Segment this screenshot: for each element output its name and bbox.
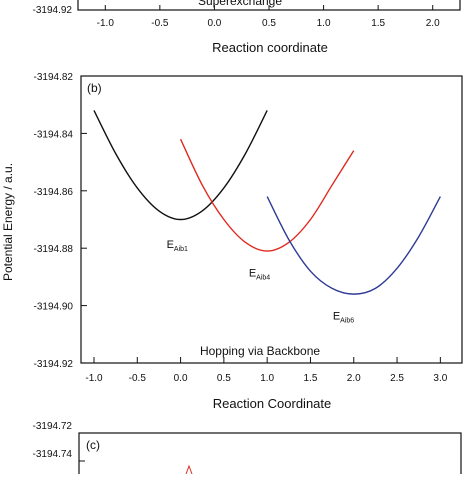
panel-b-series-line-aib4 <box>179 138 355 252</box>
panel-b: Potential Energy / a.u. -3194.82 -3194.84… <box>1 72 463 411</box>
panel-a-annotation: Superexchange <box>198 0 282 8</box>
panel-b-series-label-main: E <box>167 239 174 251</box>
panel-b-series-label-sub: Aib1 <box>174 246 188 253</box>
panel-a-xtick-label: -0.5 <box>151 18 169 29</box>
panel-c-frame <box>78 432 462 479</box>
panel-b-xtick-label: 0.0 <box>174 373 188 384</box>
panel-b-series-label-sub: Aib6 <box>340 318 354 325</box>
panel-b-xtick-label: 1.0 <box>260 373 274 384</box>
panel-b-series-label: EAib1 <box>167 239 188 253</box>
panel-a-xtick-label: 0.0 <box>207 18 221 29</box>
panel-b-series-label-main: E <box>333 311 340 323</box>
panel-b-xtick-label: 2.0 <box>347 373 361 384</box>
panel-a-xlabel: Reaction coordinate <box>212 40 328 55</box>
panel-b-xtick-label: 3.0 <box>433 373 447 384</box>
panel-b-xlabel: Reaction Coordinate <box>213 396 332 411</box>
panel-b-curves <box>93 110 441 295</box>
panel-a: Superexchange -3194.92 -1.0 -0.5 0.0 0.5 1.0… <box>33 0 461 55</box>
panel-b-xticks: -1.0 -0.5 0.0 0.5 1.0 1.5 2.0 2.5 3.0 <box>85 357 448 384</box>
panel-a-xtick-label: -1.0 <box>97 18 115 29</box>
panel-b-series-label: EAib6 <box>333 311 354 325</box>
panel-a-xtick-label: 1.5 <box>371 18 385 29</box>
panel-b-xtick-label: -1.0 <box>85 373 103 384</box>
panel-b-xtick-label: -0.5 <box>129 373 147 384</box>
panel-b-series-label: EAib4 <box>249 268 270 282</box>
panel-c-ytick-label: -3194.74 <box>33 449 73 460</box>
panel-c-ytick-label: -3194.72 <box>33 421 73 432</box>
panel-b-tag: (b) <box>87 81 102 95</box>
panel-b-ytick-label: -3194.90 <box>34 302 74 313</box>
panel-b-series-line-aib6 <box>266 196 441 295</box>
panel-a-xtick-label: 2.0 <box>426 18 440 29</box>
panel-b-ytick-label: -3194.86 <box>34 187 74 198</box>
panel-a-xtick-label: 0.5 <box>262 18 276 29</box>
panel-b-xtick-label: 2.5 <box>390 373 404 384</box>
panel-b-series-label-sub: Aib4 <box>256 275 270 282</box>
panel-c-series-fragment <box>185 464 193 475</box>
panel-b-xtick-label: 1.5 <box>304 373 318 384</box>
panel-a-xticks: -1.0 -0.5 0.0 0.5 1.0 1.5 2.0 <box>97 5 440 29</box>
panel-b-ylabel: Potential Energy / a.u. <box>1 163 15 281</box>
panel-b-series-line-aib1 <box>93 110 268 221</box>
panel-b-annotation: Hopping via Backbone <box>200 344 320 358</box>
panel-b-yticks: -3194.82 -3194.84 -3194.86 -3194.88 -3194.90… <box>34 72 87 370</box>
panel-b-ytick-label: -3194.92 <box>34 359 74 370</box>
panel-b-ytick-label: -3194.82 <box>34 72 74 83</box>
panel-c-tag: (c) <box>86 438 100 452</box>
panel-b-ytick-label: -3194.84 <box>34 129 74 140</box>
panel-a-xtick-label: 1.0 <box>317 18 331 29</box>
panel-b-frame <box>80 75 463 364</box>
panel-a-ytick-label: -3194.92 <box>33 5 73 16</box>
panel-b-xtick-label: 0.5 <box>217 373 231 384</box>
panel-b-ytick-label: -3194.88 <box>34 244 74 255</box>
panel-b-series-label-main: E <box>249 268 256 280</box>
panel-c: (c) -3194.72 -3194.74 <box>33 421 462 479</box>
